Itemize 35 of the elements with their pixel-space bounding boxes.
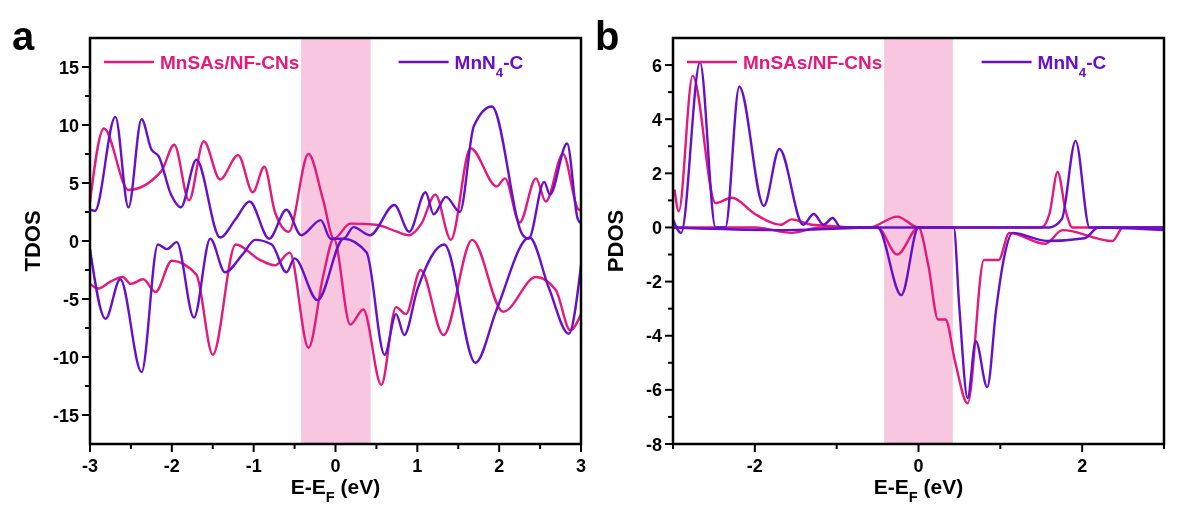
y-tick-label: -15 <box>52 405 79 426</box>
y-tick-label: -8 <box>645 434 662 455</box>
x-tick-label: 2 <box>1077 456 1088 476</box>
x-axis-title: E-E$_{F}$ (eV) <box>873 475 964 505</box>
y-tick-label: -5 <box>62 289 79 310</box>
x-tick-label: 3 <box>575 456 587 476</box>
y-tick-label: 6 <box>651 55 662 76</box>
y-tick-label: 10 <box>58 115 79 136</box>
x-axis-title: E-E$_{F}$ (eV) <box>290 475 381 505</box>
x-tick-label: 1 <box>412 456 423 476</box>
y-tick-label: 2 <box>651 163 662 184</box>
x-tick-label: -3 <box>81 456 99 476</box>
y-tick-label: -6 <box>645 380 662 401</box>
x-tick-label: -2 <box>163 456 180 476</box>
x-tick-label: 2 <box>494 456 505 476</box>
y-axis-title: TDOS <box>20 210 45 272</box>
y-axis-title: PDOS <box>603 209 628 273</box>
chart-title: b <box>595 14 620 58</box>
x-tick-label: 0 <box>913 456 924 476</box>
y-tick-label: -2 <box>645 272 662 293</box>
chart-title: a <box>12 14 35 58</box>
legend-label: MnN$_{4}$-C <box>1037 52 1107 80</box>
x-tick-label: -1 <box>245 456 262 476</box>
legend-label: MnN$_{4}$-C <box>454 52 524 80</box>
y-tick-label: 4 <box>651 109 662 130</box>
y-tick-label: 0 <box>68 231 79 252</box>
y-tick-label: 5 <box>68 173 79 194</box>
legend-label: MnSAs/NF-CNs <box>160 52 300 73</box>
y-tick-label: 0 <box>651 217 662 238</box>
y-tick-label: -10 <box>52 347 79 368</box>
x-tick-label: -2 <box>746 456 763 476</box>
x-tick-label: 0 <box>330 456 341 476</box>
y-tick-label: -4 <box>645 326 662 347</box>
y-tick-label: 15 <box>58 57 79 78</box>
legend-label: MnSAs/NF-CNs <box>743 52 883 73</box>
